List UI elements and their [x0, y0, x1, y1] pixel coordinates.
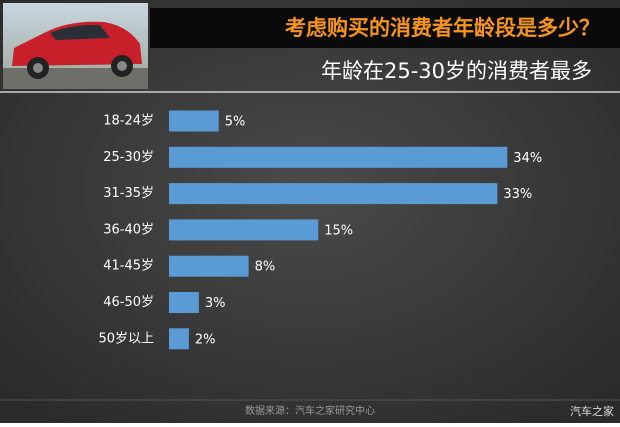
bar [169, 328, 189, 350]
value-label: 5% [225, 115, 246, 130]
car-photo [3, 3, 148, 89]
bar [169, 183, 498, 205]
category-label: 31-35岁 [103, 186, 154, 201]
category-label: 50岁以上 [98, 331, 154, 346]
title-bar [150, 8, 620, 48]
value-label: 15% [324, 223, 353, 238]
bar [169, 146, 508, 168]
source-note: 数据来源：汽车之家研究中心 [245, 404, 375, 417]
car-body [12, 21, 142, 66]
category-label: 25-30岁 [103, 150, 154, 165]
category-label: 18-24岁 [103, 114, 154, 129]
watermark: 汽车之家 [570, 404, 614, 418]
value-label: 2% [195, 332, 216, 347]
rim [33, 63, 43, 73]
chart-subtitle: 年龄在25-30岁的消费者最多 [321, 59, 592, 83]
car-window [50, 24, 110, 40]
bar [169, 219, 319, 241]
bar [169, 110, 219, 132]
value-label: 34% [513, 151, 542, 166]
value-label: 8% [255, 260, 276, 275]
category-label: 46-50岁 [103, 295, 154, 310]
bar [169, 255, 249, 277]
value-label: 33% [503, 187, 532, 202]
bar [169, 292, 199, 313]
chart-title: 考虑购买的消费者年龄段是多少？ [285, 16, 600, 40]
value-label: 3% [205, 296, 226, 311]
category-label: 36-40岁 [103, 222, 154, 237]
category-label: 41-45岁 [103, 259, 154, 274]
rim [117, 61, 127, 71]
